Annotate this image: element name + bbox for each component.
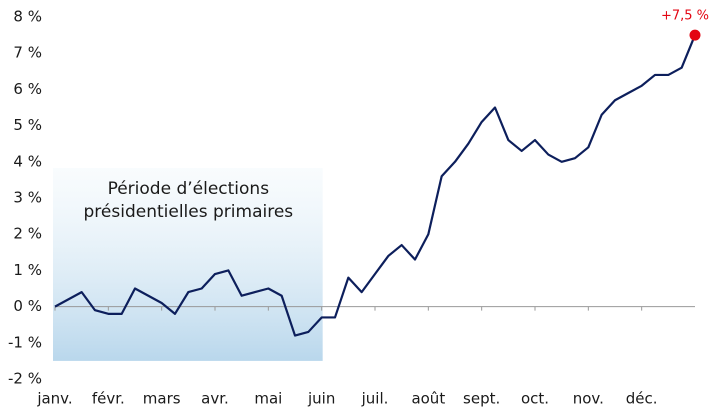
y-tick-label: 8 % bbox=[13, 8, 42, 26]
y-tick-label: 0 % bbox=[13, 297, 42, 315]
x-tick-label: juin bbox=[307, 390, 335, 408]
x-tick-label: juil. bbox=[361, 390, 389, 408]
y-tick-label: 6 % bbox=[13, 80, 42, 98]
x-tick-label: oct. bbox=[521, 390, 549, 408]
highlight-band bbox=[53, 168, 323, 361]
y-tick-label: 5 % bbox=[13, 116, 42, 134]
y-tick-label: 2 % bbox=[13, 225, 42, 243]
end-point-label: +7,5 % bbox=[661, 9, 709, 24]
x-tick-label: févr. bbox=[92, 390, 125, 408]
y-tick-label: 3 % bbox=[13, 189, 42, 207]
x-tick-label: août bbox=[411, 390, 445, 408]
x-tick-label: janv. bbox=[36, 390, 72, 408]
end-point bbox=[689, 29, 701, 41]
highlight-label: présidentielles primaires bbox=[84, 202, 294, 222]
highlight-label: Période d’élections bbox=[108, 179, 270, 199]
x-tick-label: nov. bbox=[573, 390, 604, 408]
y-tick-label: 1 % bbox=[13, 261, 42, 279]
y-tick-label: -2 % bbox=[8, 370, 42, 388]
x-tick-label: mai bbox=[254, 390, 282, 408]
x-tick-label: déc. bbox=[626, 390, 658, 408]
x-tick-label: avr. bbox=[201, 390, 229, 408]
x-tick-label: mars bbox=[143, 390, 181, 408]
y-tick-label: 7 % bbox=[13, 44, 42, 62]
line-series bbox=[54, 34, 697, 337]
y-tick-label: -1 % bbox=[8, 333, 42, 351]
x-tick-label: sept. bbox=[463, 390, 500, 408]
y-tick-label: 4 % bbox=[13, 152, 42, 170]
